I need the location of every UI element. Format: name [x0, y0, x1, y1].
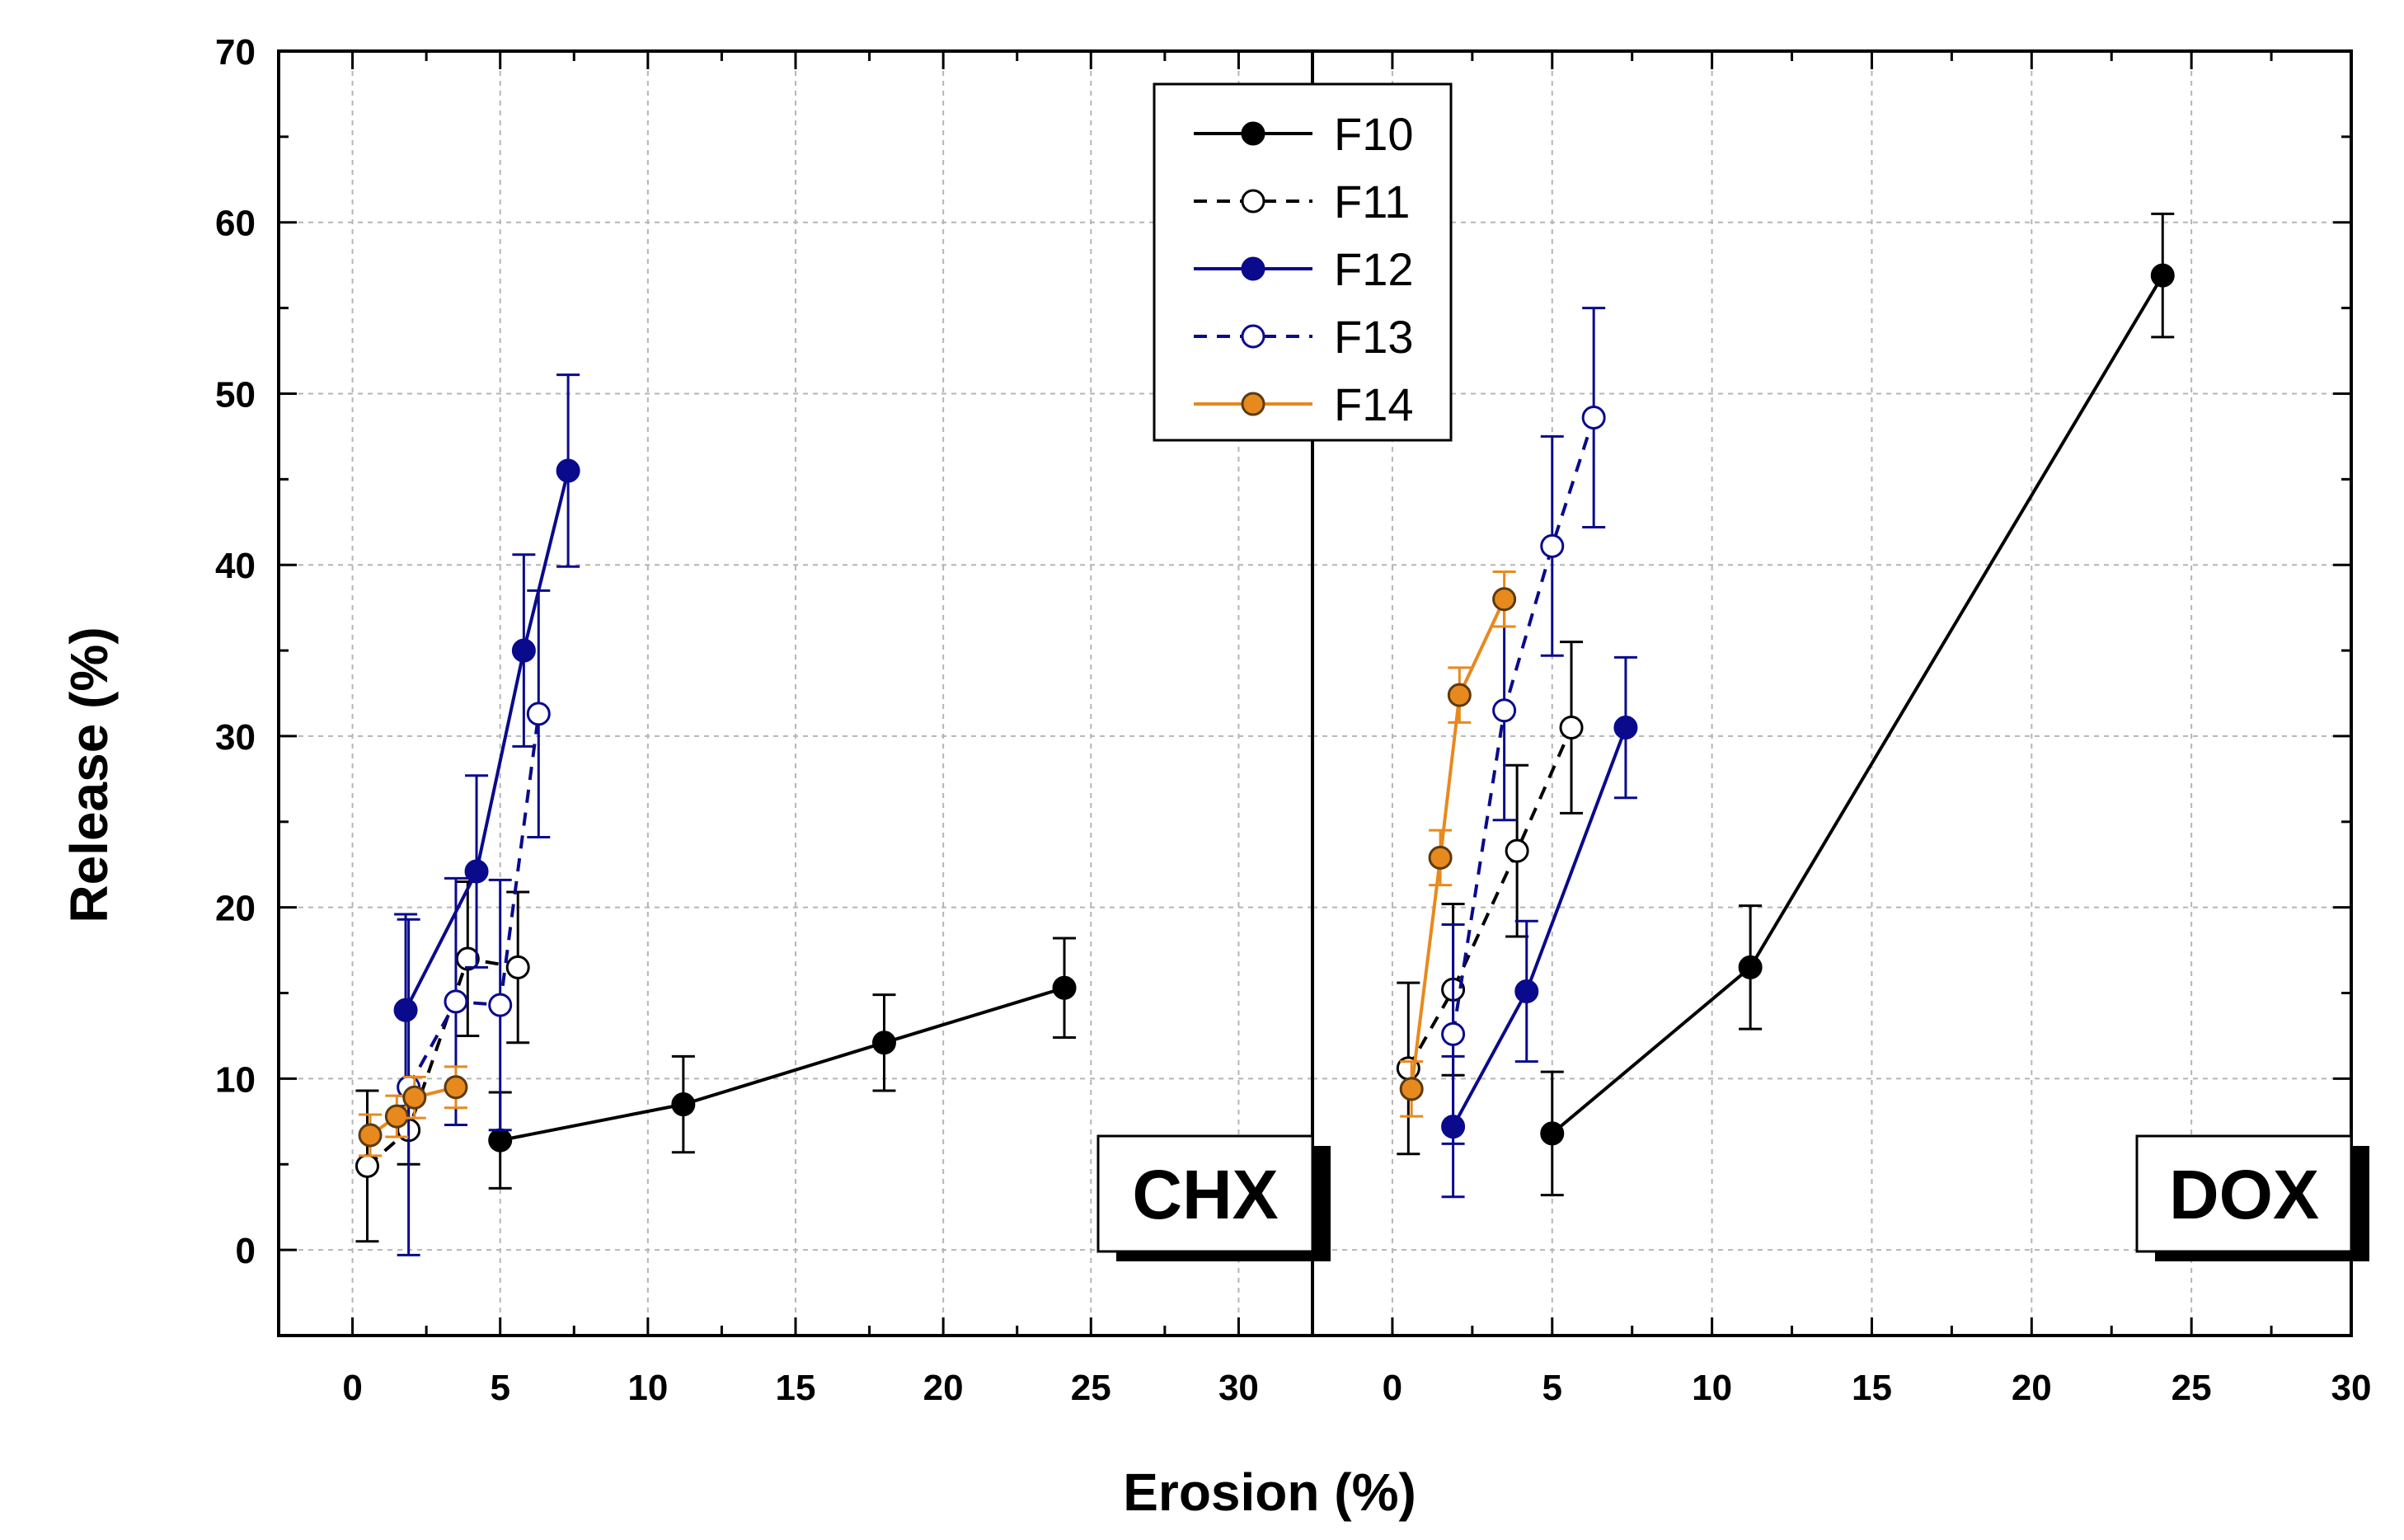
- data-point: [1559, 716, 1584, 740]
- series-f14: [358, 1065, 468, 1157]
- y-tick-label: 70: [215, 32, 256, 73]
- y-tick-label: 20: [215, 889, 256, 929]
- data-point: [1540, 533, 1565, 558]
- data-point: [354, 1153, 379, 1178]
- x-tick-label: 20: [923, 1368, 964, 1408]
- data-point: [1447, 683, 1472, 707]
- legend-label: F12: [1334, 243, 1414, 295]
- x-tick-label: 15: [776, 1368, 816, 1408]
- data-point: [488, 1128, 513, 1153]
- panel-label-box: [2135, 1134, 2353, 1253]
- legend-item-f12: F12: [1194, 243, 1414, 295]
- data-point: [1505, 838, 1529, 863]
- data-point: [1052, 975, 1077, 1000]
- plot-frame: 0 5 10 15 20 25 30 0 5 10 15 20 25 30 0 10 20 30 40 50 60 70: [215, 32, 2371, 1408]
- series-line: [366, 956, 519, 1167]
- series-f13: [1441, 307, 1606, 1145]
- axes-frame: [277, 49, 2353, 1337]
- series-line: [404, 470, 570, 1012]
- legend-item-f11: F11: [1194, 176, 1410, 228]
- y-tick-label: 10: [215, 1059, 256, 1100]
- series-line: [500, 986, 1065, 1143]
- data-point: [1399, 1077, 1424, 1101]
- legend-marker: [1241, 121, 1265, 146]
- x-tick-label: 10: [627, 1368, 668, 1408]
- data-point: [393, 998, 418, 1022]
- x-tick-label: 15: [1852, 1368, 1892, 1408]
- data-point: [671, 1092, 696, 1117]
- data-point: [444, 1075, 468, 1100]
- series-line: [406, 713, 541, 1088]
- data-point: [464, 859, 489, 884]
- y-tick-label: 50: [215, 374, 256, 415]
- data-point: [384, 1104, 409, 1129]
- y-tick-label: 40: [215, 546, 256, 586]
- data-point: [511, 638, 536, 663]
- series-f12: [393, 373, 580, 1108]
- data-point: [1492, 587, 1517, 612]
- data-point: [2150, 263, 2175, 288]
- x-tick-label: 5: [1542, 1368, 1562, 1408]
- x-tick-label: 20: [2012, 1368, 2052, 1408]
- data-point: [1738, 955, 1763, 979]
- series-f10: [488, 937, 1077, 1190]
- data-point: [1613, 716, 1638, 740]
- data-series: [354, 212, 2175, 1256]
- legend-label: F14: [1334, 378, 1414, 430]
- data-point: [556, 458, 580, 483]
- data-point: [1441, 1021, 1466, 1046]
- legend-item-f10: F10: [1194, 108, 1414, 160]
- data-point: [402, 1085, 427, 1110]
- data-point: [444, 989, 468, 1014]
- legend: F10 F11 F12 F13 F14: [1153, 82, 1453, 442]
- panel-label-box: [1096, 1134, 1314, 1253]
- legend-item-f13: F13: [1194, 311, 1414, 363]
- panel-label-text: DOX: [2169, 1156, 2319, 1233]
- x-tick-label: 25: [2172, 1368, 2212, 1408]
- y-tick-label: 0: [236, 1231, 256, 1271]
- data-point: [871, 1031, 896, 1055]
- data-point: [488, 993, 513, 1017]
- series-line: [369, 1085, 457, 1137]
- panel-labels: CHX DOX: [1096, 1134, 2369, 1261]
- data-point: [1540, 1121, 1565, 1146]
- legend-label: F13: [1334, 311, 1414, 363]
- legend-label: F11: [1334, 176, 1410, 228]
- data-point: [1514, 979, 1539, 1003]
- legend-item-f14: F14: [1194, 378, 1414, 430]
- y-tick-label: 60: [215, 204, 256, 244]
- x-tick-label: 0: [1383, 1368, 1402, 1408]
- x-tick-label: 30: [2331, 1368, 2372, 1408]
- panel-label-text: CHX: [1132, 1156, 1278, 1233]
- series-line: [1410, 598, 1506, 1090]
- legend-marker: [1241, 189, 1265, 214]
- y-tick-label: 30: [215, 717, 256, 758]
- x-tick-label: 25: [1071, 1368, 1111, 1408]
- series-line: [1406, 726, 1573, 1069]
- x-tick-label: 5: [490, 1368, 509, 1408]
- legend-marker: [1241, 256, 1265, 281]
- legend-marker: [1241, 392, 1265, 416]
- legend-label: F10: [1334, 108, 1414, 160]
- x-tick-label: 30: [1218, 1368, 1259, 1408]
- data-point: [358, 1123, 383, 1148]
- x-axis-title: Erosion (%): [1123, 1463, 1416, 1522]
- data-point: [526, 702, 551, 726]
- data-point: [1428, 845, 1453, 870]
- data-point: [1581, 406, 1606, 430]
- data-point: [505, 955, 530, 979]
- x-tick-label: 10: [1692, 1368, 1732, 1408]
- y-axis-title: Release (%): [59, 627, 119, 923]
- legend-box: [1153, 82, 1453, 442]
- series-f10: [1540, 212, 2175, 1197]
- series-f14: [1399, 570, 1517, 1118]
- series-line: [1451, 416, 1596, 1035]
- legend-marker: [1241, 324, 1265, 349]
- x-tick-label: 0: [342, 1368, 362, 1408]
- data-point: [1492, 698, 1517, 723]
